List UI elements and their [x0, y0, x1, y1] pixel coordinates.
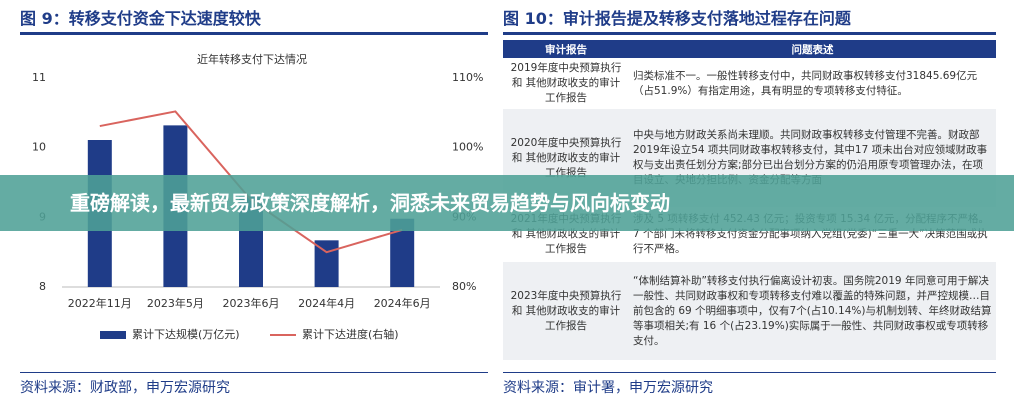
left-source: 资料来源：财政部，申万宏源研究: [20, 372, 488, 397]
legend-swatch: [100, 331, 126, 339]
y2-tick-label: 80%: [452, 280, 476, 293]
y-tick-label: 8: [39, 280, 46, 293]
right-source: 资料来源：审计署，申万宏源研究: [503, 372, 996, 397]
table-cell: “体制结算补助”转移支付执行偏离设计初衷。国务院2019 年同意可用于解决一般性…: [629, 262, 996, 360]
x-tick-label: 2022年11月: [68, 296, 132, 310]
x-tick-label: 2023年5月: [147, 296, 204, 310]
table-cell: 2023年度中央预算执行和 其他财政收支的审计工作报告: [503, 262, 629, 360]
chart-title: 近年转移支付下达情况: [197, 52, 307, 66]
right-heading: 图 10：审计报告提及转移支付落地过程存在问题: [503, 6, 996, 35]
table-cell: 2019年度中央预算执行和 其他财政收支的审计工作报告: [510, 62, 622, 104]
y-tick-label: 11: [32, 71, 46, 84]
table-row: 2023年度中央预算执行和 其他财政收支的审计工作报告 “体制结算补助”转移支付执…: [503, 262, 996, 360]
left-heading: 图 9：转移支付资金下达速度较快: [20, 6, 488, 35]
header-row: 审计报告 问题表述: [503, 40, 996, 58]
table-row: 2019年度中央预算执行和 其他财政收支的审计工作报告 归类标准不一。一般性转移支…: [503, 58, 996, 109]
bar: [314, 240, 339, 287]
header-cell: 问题表述: [629, 40, 996, 58]
legend-label: 累计下达进度(右轴): [302, 327, 399, 341]
x-tick-label: 2023年6月: [223, 296, 280, 310]
y2-tick-label: 100%: [452, 141, 483, 154]
legend-label: 累计下达规模(万亿元): [132, 327, 240, 341]
banner: 重磅解读，最新贸易政策深度解析，洞悉未来贸易趋势与风向标变动: [0, 175, 1014, 231]
table-cell: 归类标准不一。一般性转移支付中，共同财政事权转移支付31845.69亿元（占51…: [633, 69, 978, 97]
header-cell: 审计报告: [503, 40, 629, 58]
x-tick-label: 2024年6月: [374, 296, 431, 310]
y2-tick-label: 110%: [452, 71, 483, 84]
x-tick-label: 2024年4月: [298, 296, 355, 310]
y-tick-label: 10: [32, 141, 46, 154]
